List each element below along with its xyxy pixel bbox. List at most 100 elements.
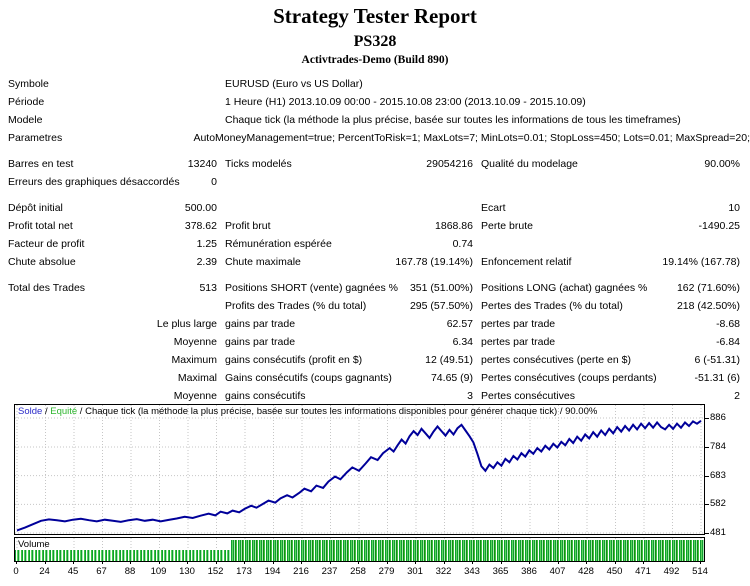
x-tick xyxy=(700,561,701,564)
x-tick xyxy=(614,561,616,564)
row-label: gains par trade xyxy=(225,336,296,348)
row-value: Maximal xyxy=(177,372,217,384)
row-value: Maximum xyxy=(171,354,217,366)
row-value: 13240 xyxy=(187,158,217,170)
balance-chart-plot: Solde / Equité / Chaque tick (la méthode… xyxy=(14,404,705,535)
row-value: 2 xyxy=(734,390,740,402)
row-value: Moyenne xyxy=(173,390,217,402)
row-value: -6.84 xyxy=(716,336,740,348)
x-tick xyxy=(158,561,160,564)
row-value: 6.34 xyxy=(452,336,473,348)
x-tick xyxy=(443,561,445,564)
x-tick xyxy=(44,561,46,564)
y-tick-label: 683 xyxy=(710,469,726,481)
x-tick xyxy=(529,561,530,564)
row-value: 29054216 xyxy=(426,158,473,170)
x-tick xyxy=(415,561,416,564)
row-label: Perte brute xyxy=(481,220,533,232)
row-value: 19.14% (167.78) xyxy=(662,256,740,268)
x-tick xyxy=(272,561,274,564)
y-tick-label: 784 xyxy=(710,440,726,452)
row-value: -1490.25 xyxy=(698,220,740,232)
row-label: Gains consécutifs (coups gagnants) xyxy=(225,372,392,384)
legend-part: Solde xyxy=(18,406,43,417)
balance-curve xyxy=(15,405,704,534)
x-tick-label: 24 xyxy=(39,566,50,577)
row-value: 12 (49.51) xyxy=(425,354,473,366)
row-label: Total des Trades xyxy=(8,282,86,294)
row-label: Barres en test xyxy=(8,158,74,170)
y-tick xyxy=(705,533,709,534)
row-label: Pertes consécutives (coups perdants) xyxy=(481,372,657,384)
row-label: Pertes des Trades (% du total) xyxy=(481,300,623,312)
legend-part: Equité xyxy=(50,406,78,417)
row-value: 0.74 xyxy=(452,238,473,250)
row-label: Ticks modelés xyxy=(225,158,292,170)
report-row: Profits des Trades (% du total) 295 (57.5… xyxy=(0,297,750,315)
report-row: Barres en test 13240 Ticks modelés 29054216… xyxy=(0,155,750,173)
legend-part: / Chaque tick (la méthode la plus précis… xyxy=(77,406,598,417)
row-value: 1868.86 xyxy=(435,220,473,232)
row-wide-value: AutoMoneyManagement=true; PercentToRisk=… xyxy=(193,132,750,144)
x-tick-label: 279 xyxy=(378,566,395,577)
report-row: Période 1 Heure (H1) 2013.10.09 00:00 - 2… xyxy=(0,93,750,111)
volume-bars-half xyxy=(15,550,232,561)
balance-chart: Solde / Equité / Chaque tick (la méthode… xyxy=(0,404,750,586)
chart-legend: Solde / Equité / Chaque tick (la méthode… xyxy=(18,406,597,417)
report-row: Modele Chaque tick (la méthode la plus pr… xyxy=(0,111,750,129)
row-value: 218 (42.50%) xyxy=(676,300,740,312)
x-tick xyxy=(244,561,245,564)
x-tick-label: 45 xyxy=(67,566,79,577)
row-value: 167.78 (19.14%) xyxy=(395,256,473,268)
y-tick-label: 582 xyxy=(710,498,726,510)
x-tick-label: 130 xyxy=(179,566,195,577)
report-row: Le plus large gains par trade 62.57 pertes … xyxy=(0,315,750,333)
row-wide-value: Chaque tick (la méthode la plus précise,… xyxy=(225,114,681,126)
x-tick-label: 194 xyxy=(264,566,281,577)
legend-part: / xyxy=(42,406,51,417)
row-value: 3 xyxy=(467,390,473,402)
volume-label: Volume xyxy=(18,539,50,550)
x-tick-label: 67 xyxy=(96,566,107,577)
row-label: Profit total net xyxy=(8,220,73,232)
row-value: 378.62 xyxy=(184,220,217,232)
x-tick xyxy=(130,561,131,564)
y-tick xyxy=(705,446,709,448)
y-tick xyxy=(705,418,709,419)
volume-bars-full xyxy=(231,540,704,561)
x-tick-label: 173 xyxy=(236,566,252,577)
expert-name: PS328 xyxy=(353,33,397,50)
row-value: 10 xyxy=(728,202,740,214)
row-label: Période xyxy=(8,96,45,108)
volume-panel: Volume xyxy=(14,537,705,562)
x-tick-label: 0 xyxy=(13,566,19,577)
report-row: Maximum gains consécutifs (profit en $) 12… xyxy=(0,351,750,369)
x-tick-label: 216 xyxy=(293,566,309,577)
row-label: Qualité du modelage xyxy=(481,158,578,170)
page-title: Strategy Tester Report xyxy=(273,4,477,28)
row-value: -51.31 (6) xyxy=(694,372,740,384)
x-tick-label: 301 xyxy=(407,566,423,577)
x-tick xyxy=(187,561,188,564)
row-value: 500.00 xyxy=(184,202,217,214)
row-label: gains consécutifs (profit en $) xyxy=(225,354,363,366)
row-label: Rémunération espérée xyxy=(225,238,332,250)
balance-line xyxy=(16,419,702,532)
row-label: Facteur de profit xyxy=(8,238,85,250)
row-label: Dépôt initial xyxy=(8,202,63,214)
x-tick xyxy=(472,561,473,564)
row-value: 295 (57.50%) xyxy=(409,300,473,312)
row-label: Erreurs des graphiques désaccordés xyxy=(8,176,180,188)
row-value: 513 xyxy=(199,282,217,294)
row-label: Symbole xyxy=(8,78,49,90)
row-value: Moyenne xyxy=(173,336,217,348)
x-tick-label: 514 xyxy=(692,566,708,577)
row-label: Pertes consécutives xyxy=(481,390,575,402)
report-row: Parametres AutoMoneyManagement=true; Perc… xyxy=(0,129,750,147)
row-value: 6 (-51.31) xyxy=(694,354,740,366)
x-tick-label: 88 xyxy=(124,566,136,577)
report-table: Symbole EURUSD (Euro vs US Dollar) Période… xyxy=(0,75,750,405)
x-tick-label: 258 xyxy=(350,566,366,577)
row-label: Chute maximale xyxy=(225,256,301,268)
row-label: Enfoncement relatif xyxy=(481,256,572,268)
